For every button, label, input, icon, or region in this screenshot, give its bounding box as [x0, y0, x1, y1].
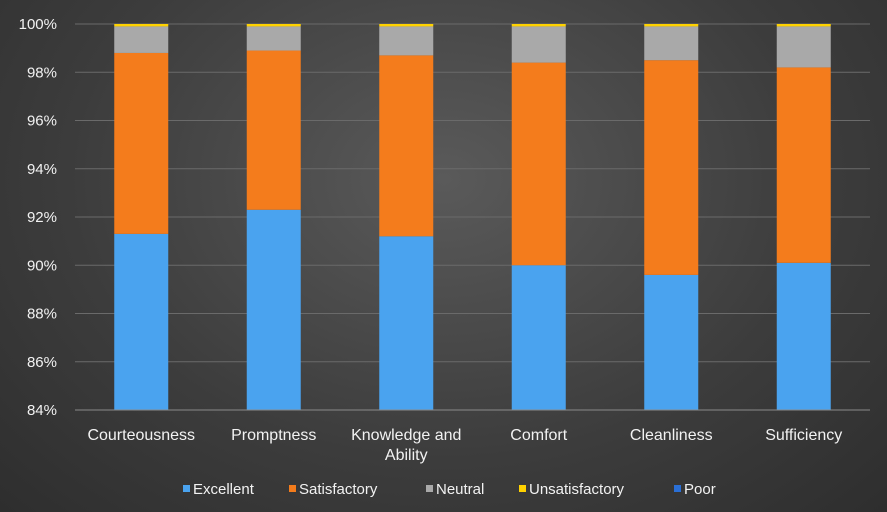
bar-segment-unsatisfactory — [246, 24, 301, 27]
gridlines — [75, 23, 870, 411]
bar-segment-neutral — [379, 26, 434, 56]
bar-segment-satisfactory — [511, 62, 566, 266]
bar-segment-excellent — [379, 236, 434, 410]
y-tick-label: 86% — [27, 354, 57, 371]
bar-stack — [246, 24, 301, 410]
legend-swatch — [674, 485, 681, 492]
bar-segment-neutral — [511, 26, 566, 63]
bar-stack — [776, 24, 831, 410]
x-tick-label: Courteousness — [87, 427, 195, 444]
bar-segment-neutral — [114, 26, 169, 53]
bar-segment-satisfactory — [776, 67, 831, 263]
x-tick-label-line: Promptness — [231, 427, 316, 444]
x-tick-label: Knowledge and Ability — [351, 427, 461, 464]
y-axis: 84% 86% 88% 90% 92% 94% 96% 98% 100% — [19, 16, 57, 419]
x-tick-label: Promptness — [231, 427, 316, 444]
legend-swatch — [519, 485, 526, 492]
legend-label: Excellent — [193, 481, 255, 498]
bar-segment-unsatisfactory — [114, 24, 169, 27]
bar-segment-unsatisfactory — [644, 24, 699, 27]
bar-segment-excellent — [114, 233, 169, 410]
bar-segment-satisfactory — [644, 60, 699, 275]
y-tick-label: 96% — [27, 113, 57, 130]
legend-item: Neutral — [426, 481, 484, 498]
x-tick-label: Sufficiency — [765, 427, 842, 444]
bar-segment-excellent — [776, 262, 831, 410]
y-tick-label: 94% — [27, 161, 57, 178]
bar-segment-unsatisfactory — [776, 24, 831, 27]
x-tick-label: Comfort — [510, 427, 567, 444]
x-tick-label-line: Knowledge and — [351, 427, 461, 444]
y-tick-label: 90% — [27, 257, 57, 274]
bar-segment-unsatisfactory — [511, 24, 566, 27]
bar-segment-neutral — [776, 26, 831, 68]
bar-segment-excellent — [246, 209, 301, 410]
y-tick-label: 98% — [27, 64, 57, 81]
y-tick-label: 88% — [27, 306, 57, 323]
x-tick-label-line: Ability — [385, 447, 428, 464]
x-tick-label-line: Sufficiency — [765, 427, 842, 444]
x-tick-label-line: Comfort — [510, 427, 567, 444]
legend-label: Satisfactory — [299, 481, 378, 498]
bar-segment-unsatisfactory — [379, 24, 434, 27]
legend-label: Poor — [684, 481, 716, 498]
bars — [114, 24, 831, 410]
x-axis: Courteousness Promptness Knowledge and Abil… — [75, 409, 870, 464]
bar-segment-neutral — [644, 26, 699, 61]
legend-label: Unsatisfactory — [529, 481, 625, 498]
x-tick-label: Cleanliness — [630, 427, 713, 444]
x-tick-label-line: Cleanliness — [630, 427, 713, 444]
bar-stack — [511, 24, 566, 410]
legend-swatch — [426, 485, 433, 492]
legend-swatch — [289, 485, 296, 492]
bar-segment-excellent — [511, 265, 566, 410]
bar-segment-excellent — [644, 274, 699, 410]
legend-label: Neutral — [436, 481, 484, 498]
x-tick-label-line: Courteousness — [87, 427, 195, 444]
bar-segment-satisfactory — [246, 50, 301, 210]
legend: Excellent Satisfactory Neutral Unsatisfacto… — [183, 481, 716, 498]
legend-item: Satisfactory — [289, 481, 378, 498]
y-tick-label: 100% — [19, 16, 57, 33]
legend-item: Excellent — [183, 481, 255, 498]
bar-segment-neutral — [246, 26, 301, 51]
legend-swatch — [183, 485, 190, 492]
y-tick-label: 92% — [27, 209, 57, 226]
y-tick-label: 84% — [27, 402, 57, 419]
legend-item: Poor — [674, 481, 716, 498]
bar-segment-satisfactory — [379, 55, 434, 237]
bar-stack — [114, 24, 169, 410]
bar-segment-satisfactory — [114, 52, 169, 234]
legend-item: Unsatisfactory — [519, 481, 625, 498]
bar-stack — [379, 24, 434, 410]
bar-stack — [644, 24, 699, 410]
